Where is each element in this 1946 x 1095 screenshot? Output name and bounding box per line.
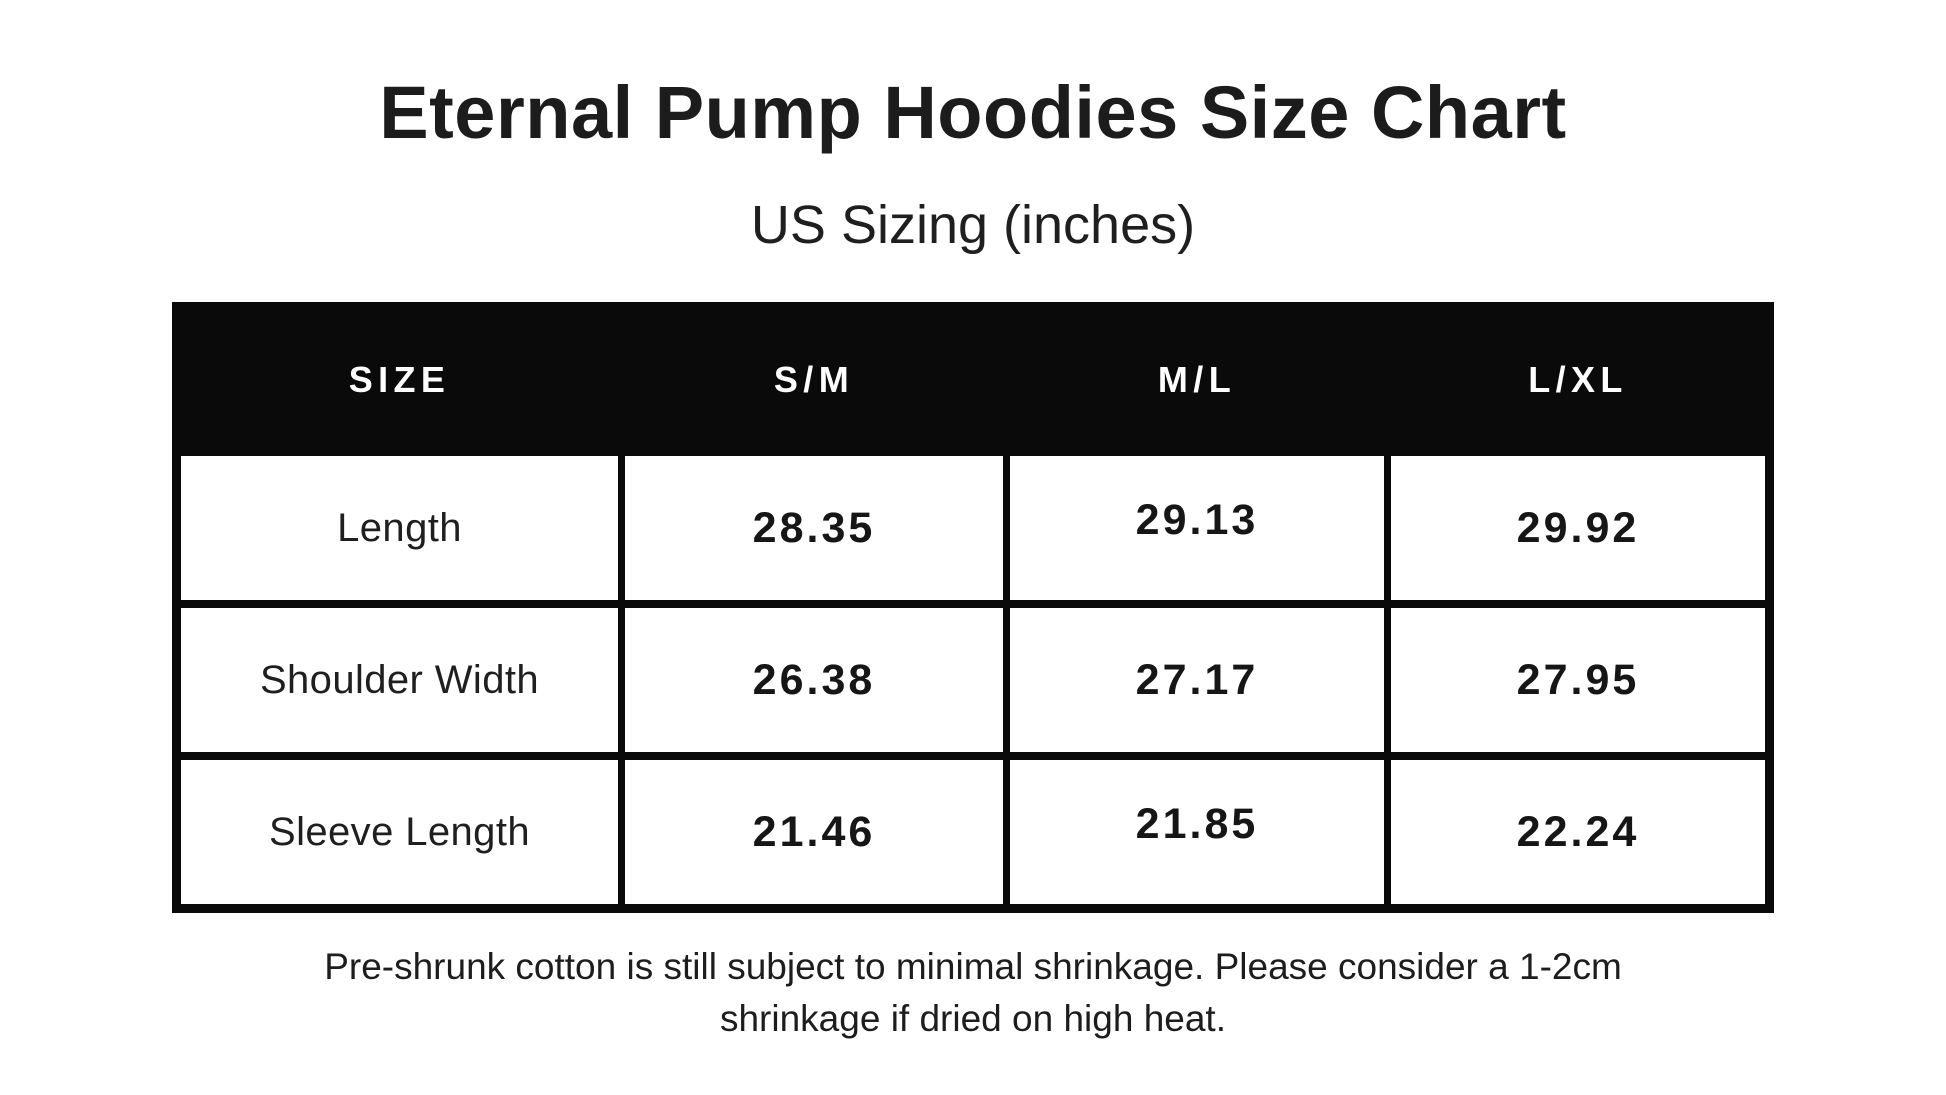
value-sleeve-ml-text: 21.85	[1135, 799, 1259, 848]
page-subtitle: US Sizing (inches)	[750, 195, 1196, 256]
table-row-sleeve-length: Sleeve Length 21.46 21.85 22.24	[173, 752, 1773, 913]
column-header-lxl: L/XL	[1384, 302, 1773, 457]
row-label-length: Length	[173, 448, 625, 609]
value-length-ml: 29.13	[1003, 448, 1391, 609]
value-shoulder-ml: 27.17	[1003, 600, 1391, 761]
value-sleeve-sm: 21.46	[618, 752, 1010, 913]
value-length-ml-text: 29.13	[1135, 495, 1259, 544]
row-label-sleeve-length: Sleeve Length	[173, 752, 625, 913]
row-label-shoulder-width: Shoulder Width	[173, 600, 625, 761]
value-sleeve-lxl: 22.24	[1384, 752, 1773, 913]
value-sleeve-ml: 21.85	[1003, 752, 1391, 913]
size-chart-table: SIZE S/M M/L L/XL Length 28.35 29.13 29.…	[172, 301, 1774, 913]
column-header-sm: S/M	[618, 302, 1010, 457]
shrinkage-note-line2: shrinkage if dried on high heat.	[719, 997, 1226, 1039]
value-shoulder-sm: 26.38	[618, 600, 1010, 761]
shrinkage-note-line1: Pre-shrunk cotton is still subject to mi…	[324, 945, 1622, 987]
table-header-row: SIZE S/M M/L L/XL	[173, 302, 1773, 457]
table-row-shoulder-width: Shoulder Width 26.38 27.17 27.95	[173, 600, 1773, 761]
table-row-length: Length 28.35 29.13 29.92	[173, 448, 1773, 609]
value-shoulder-lxl: 27.95	[1384, 600, 1773, 761]
page-title: Eternal Pump Hoodies Size Chart	[379, 71, 1567, 154]
value-length-lxl: 29.92	[1384, 448, 1773, 609]
shrinkage-note: Pre-shrunk cotton is still subject to mi…	[193, 941, 1753, 1045]
value-length-sm: 28.35	[618, 448, 1010, 609]
column-header-size: SIZE	[173, 302, 625, 457]
column-header-ml: M/L	[1003, 302, 1391, 457]
